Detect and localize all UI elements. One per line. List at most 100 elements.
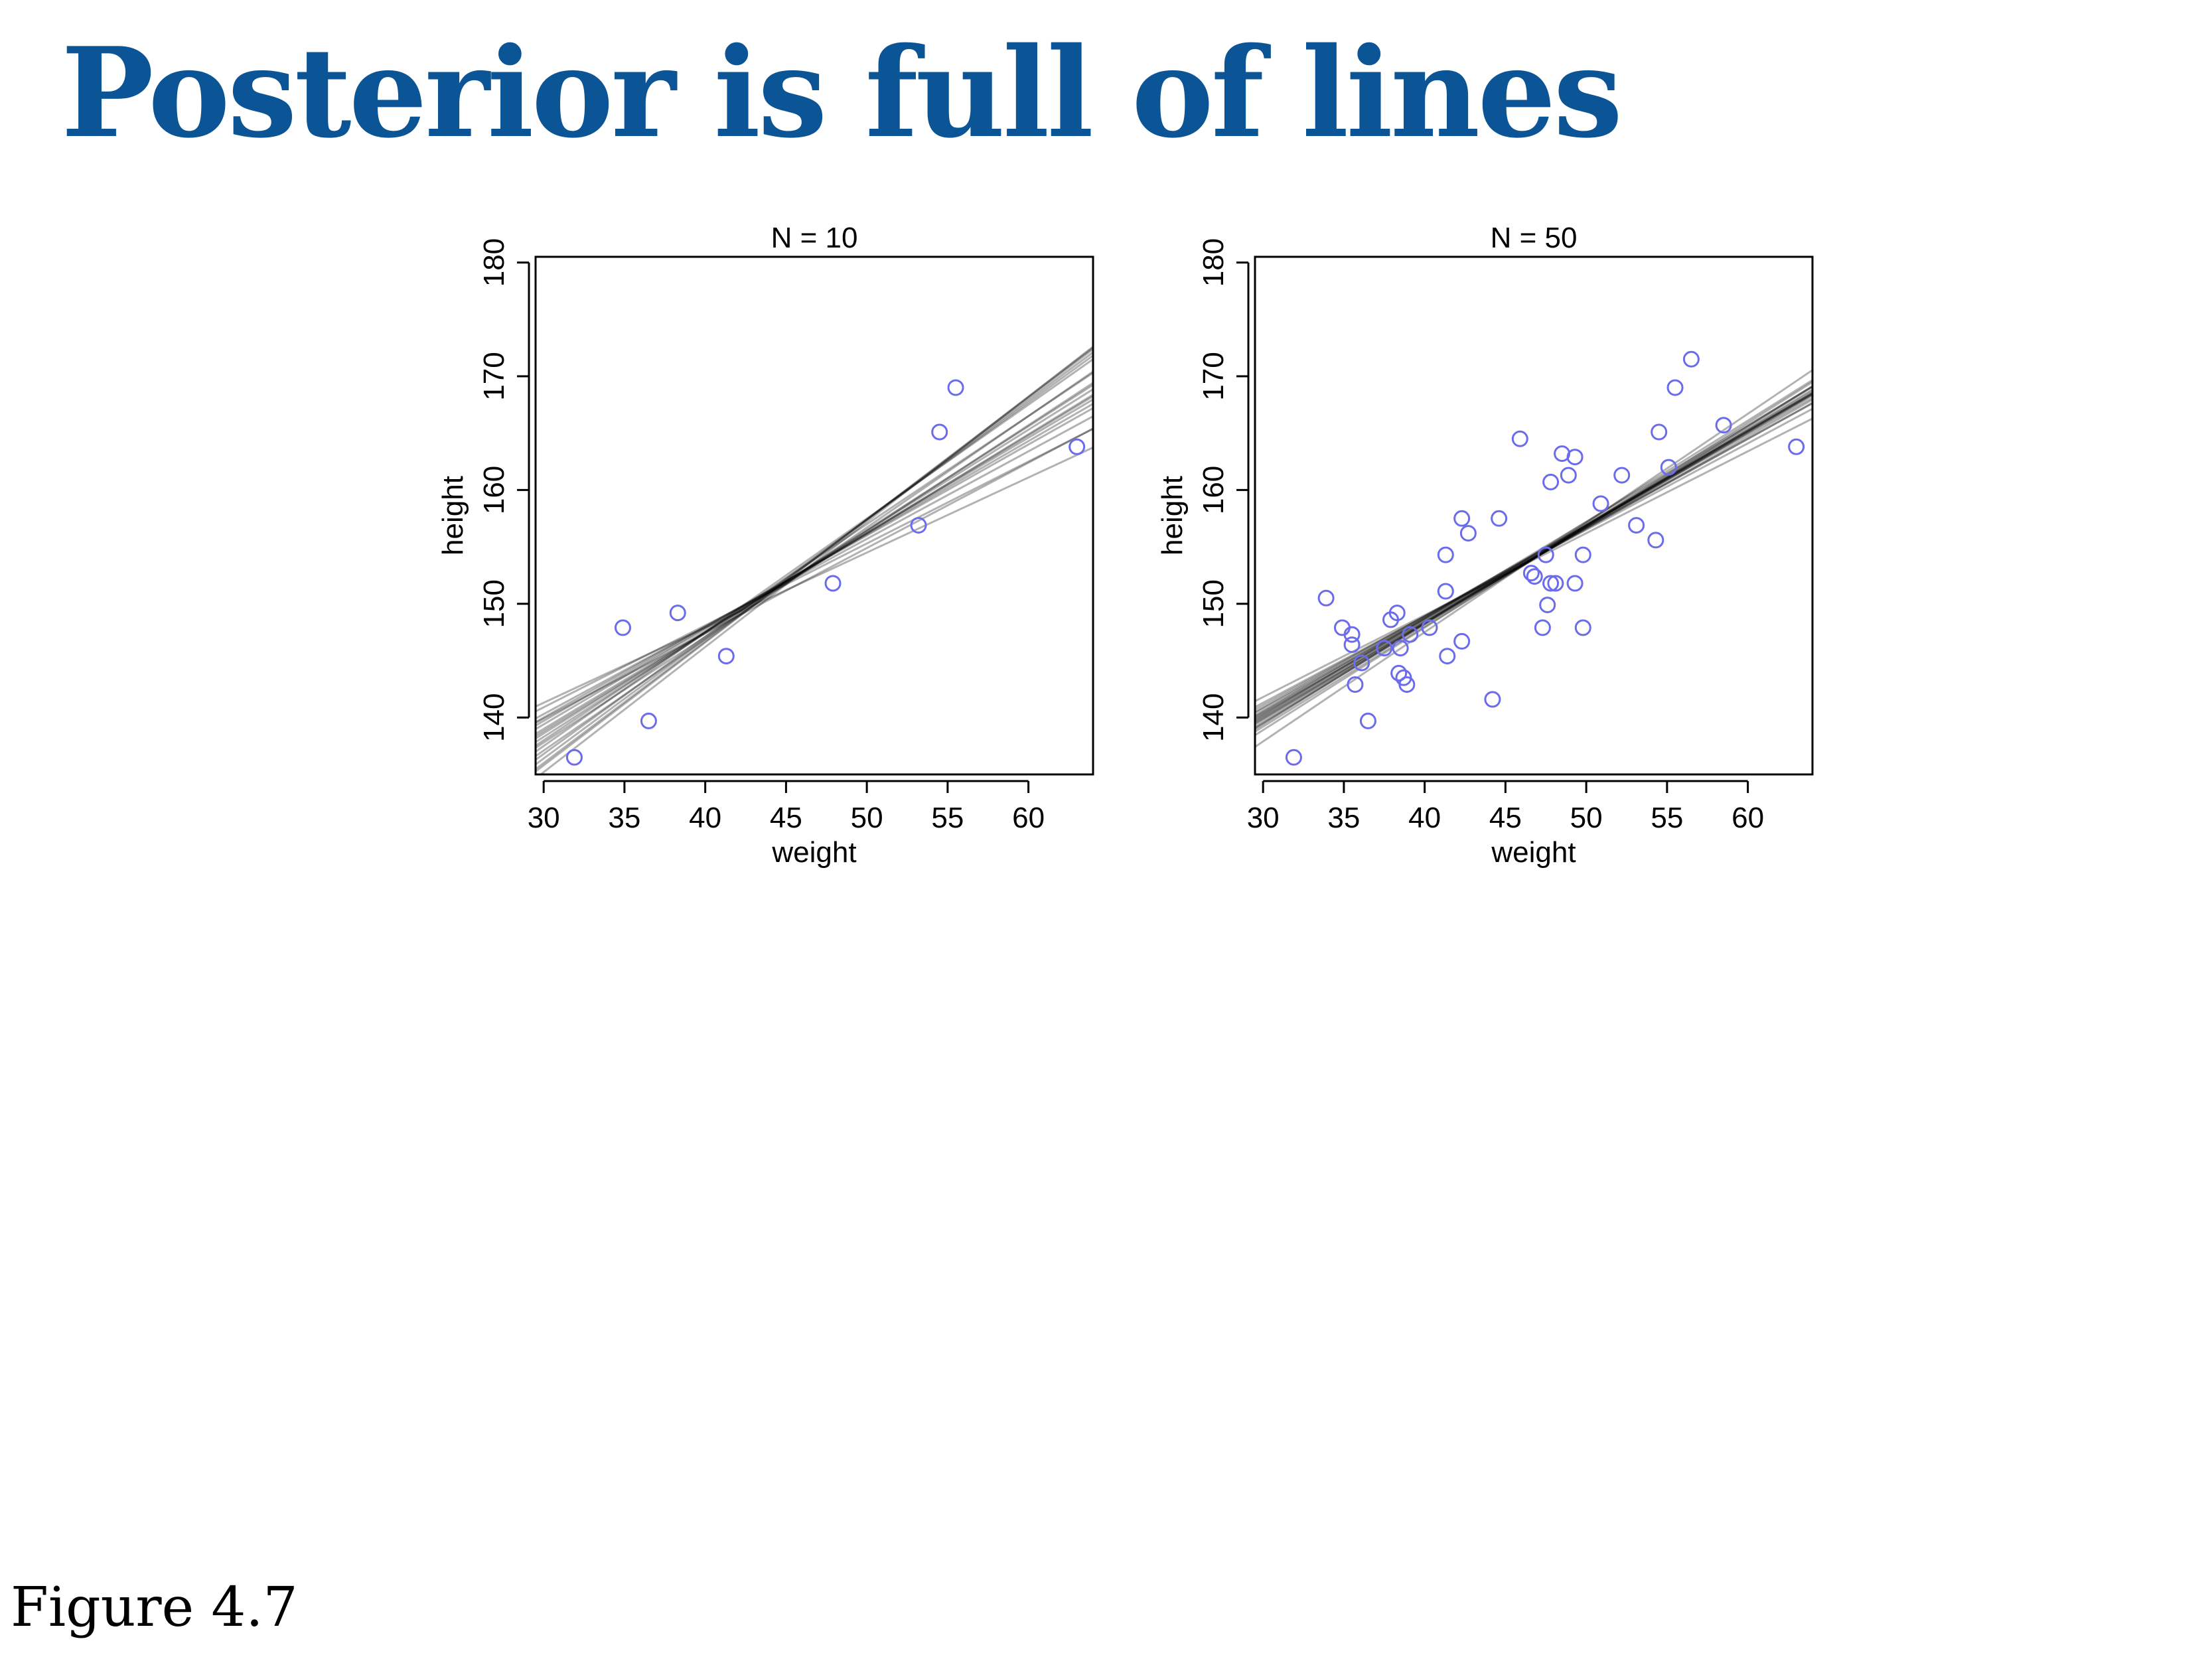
posterior-line-0 (536, 395, 1093, 735)
posterior-line-12 (536, 398, 1093, 731)
x-axis-label: weight (771, 836, 856, 869)
posterior-lines (536, 346, 1093, 774)
posterior-line-2 (536, 382, 1093, 749)
data-point-10 (1388, 605, 1406, 622)
data-point-28 (1534, 619, 1551, 636)
posterior-line-10 (1255, 417, 1812, 702)
data-point-45 (1660, 459, 1677, 476)
data-point-1 (1317, 589, 1335, 607)
posterior-line-16 (536, 384, 1093, 743)
data-point-5 (1347, 676, 1364, 693)
data-point-11 (1390, 664, 1408, 682)
chart-n10: 30 35 40 45 50 55 60 weight 140 150 160 170 180 heigh… (437, 222, 1094, 869)
posterior-line-15 (1255, 393, 1812, 725)
x-tick-label: 30 (1247, 802, 1280, 834)
data-point-46 (1666, 379, 1684, 396)
y-tick-label: 180 (478, 238, 510, 287)
posterior-line-17 (536, 427, 1093, 724)
plot-frame (534, 255, 1094, 776)
data-point-17 (1437, 583, 1454, 600)
posterior-line-11 (536, 372, 1093, 747)
posterior-line-6 (1255, 407, 1812, 708)
posterior-line-8 (1255, 385, 1812, 733)
x-tick-label: 50 (851, 802, 883, 834)
data-point-6 (910, 517, 927, 534)
data-point-42 (1628, 517, 1645, 534)
data-point-8 (1376, 640, 1393, 657)
posterior-line-3 (1255, 390, 1812, 726)
data-point-3 (669, 605, 686, 622)
chart-n50: 30 35 40 45 50 55 60 weight 140 150 160 170 180 heigh… (1156, 222, 1814, 869)
data-point-25 (1511, 430, 1528, 447)
posterior-line-16 (1255, 402, 1812, 711)
y-axis-label: height (1156, 476, 1189, 555)
data-point-5 (824, 575, 842, 592)
y-tick-label: 160 (1197, 466, 1230, 514)
data-point-1 (614, 619, 631, 636)
data-point-18 (1437, 546, 1454, 563)
data-point-0 (565, 749, 583, 766)
x-tick-label: 55 (931, 802, 964, 834)
data-point-35 (1560, 467, 1577, 484)
posterior-line-3 (536, 351, 1093, 766)
data-point-41 (1613, 467, 1631, 484)
data-point-29 (1537, 546, 1554, 563)
data-point-7 (1359, 712, 1376, 729)
data-point-3 (1343, 626, 1361, 643)
x-tick-label: 55 (1651, 802, 1683, 834)
posterior-line-18 (1255, 394, 1812, 718)
x-axis-label: weight (1491, 836, 1576, 869)
x-tick-label: 30 (528, 802, 560, 834)
y-tick-label: 170 (1197, 352, 1230, 400)
data-point-4 (717, 648, 735, 665)
posterior-line-15 (536, 354, 1093, 761)
posterior-line-4 (1255, 399, 1812, 719)
slide-title: Posterior is full of lines (61, 20, 1623, 165)
posterior-line-0 (1255, 394, 1812, 722)
plot-frame (1254, 255, 1814, 776)
posterior-line-2 (1255, 401, 1812, 714)
y-tick-label: 150 (1197, 579, 1230, 628)
posterior-line-12 (1255, 392, 1812, 720)
posterior-line-19 (1255, 386, 1812, 721)
y-tick-label: 150 (478, 579, 510, 628)
posterior-line-10 (536, 446, 1093, 708)
posterior-line-4 (539, 346, 1093, 774)
data-point-24 (1491, 510, 1508, 527)
posterior-line-7 (536, 370, 1093, 757)
x-tick-label: 50 (1570, 802, 1603, 834)
x-tick-label: 35 (1327, 802, 1360, 834)
data-point-48 (1715, 417, 1732, 434)
data-points (565, 379, 1086, 766)
y-tick-label: 140 (478, 693, 510, 742)
posterior-line-13 (1255, 388, 1812, 728)
data-point-20 (1453, 510, 1471, 527)
posterior-line-5 (1255, 381, 1812, 737)
x-tick-label: 40 (1408, 802, 1441, 834)
posterior-line-13 (536, 358, 1093, 753)
posterior-line-6 (536, 388, 1093, 740)
y-axis: 140 150 160 170 180 (478, 238, 530, 742)
data-point-19 (1439, 648, 1456, 665)
x-tick-label: 60 (1732, 802, 1764, 834)
data-point-4 (1343, 636, 1361, 654)
y-tick-label: 140 (1197, 693, 1230, 742)
data-point-26 (1522, 565, 1540, 582)
posterior-line-1 (1255, 386, 1812, 729)
x-tick-label: 60 (1012, 802, 1045, 834)
data-point-0 (1285, 749, 1302, 766)
data-point-23 (1484, 691, 1501, 708)
y-axis: 140 150 160 170 180 (1197, 238, 1250, 742)
posterior-line-9 (1255, 392, 1812, 723)
y-tick-label: 160 (478, 466, 510, 514)
x-axis: 30 35 40 45 50 55 60 (528, 780, 1045, 834)
posterior-line-5 (536, 415, 1093, 720)
data-points (1285, 350, 1805, 766)
data-point-39 (1574, 546, 1591, 563)
figure-caption: Figure 4.7 (11, 1576, 298, 1639)
posterior-line-14 (536, 407, 1093, 723)
data-point-49 (1788, 438, 1805, 455)
data-point-37 (1566, 575, 1584, 592)
posterior-line-8 (536, 403, 1093, 727)
x-tick-label: 35 (608, 802, 640, 834)
